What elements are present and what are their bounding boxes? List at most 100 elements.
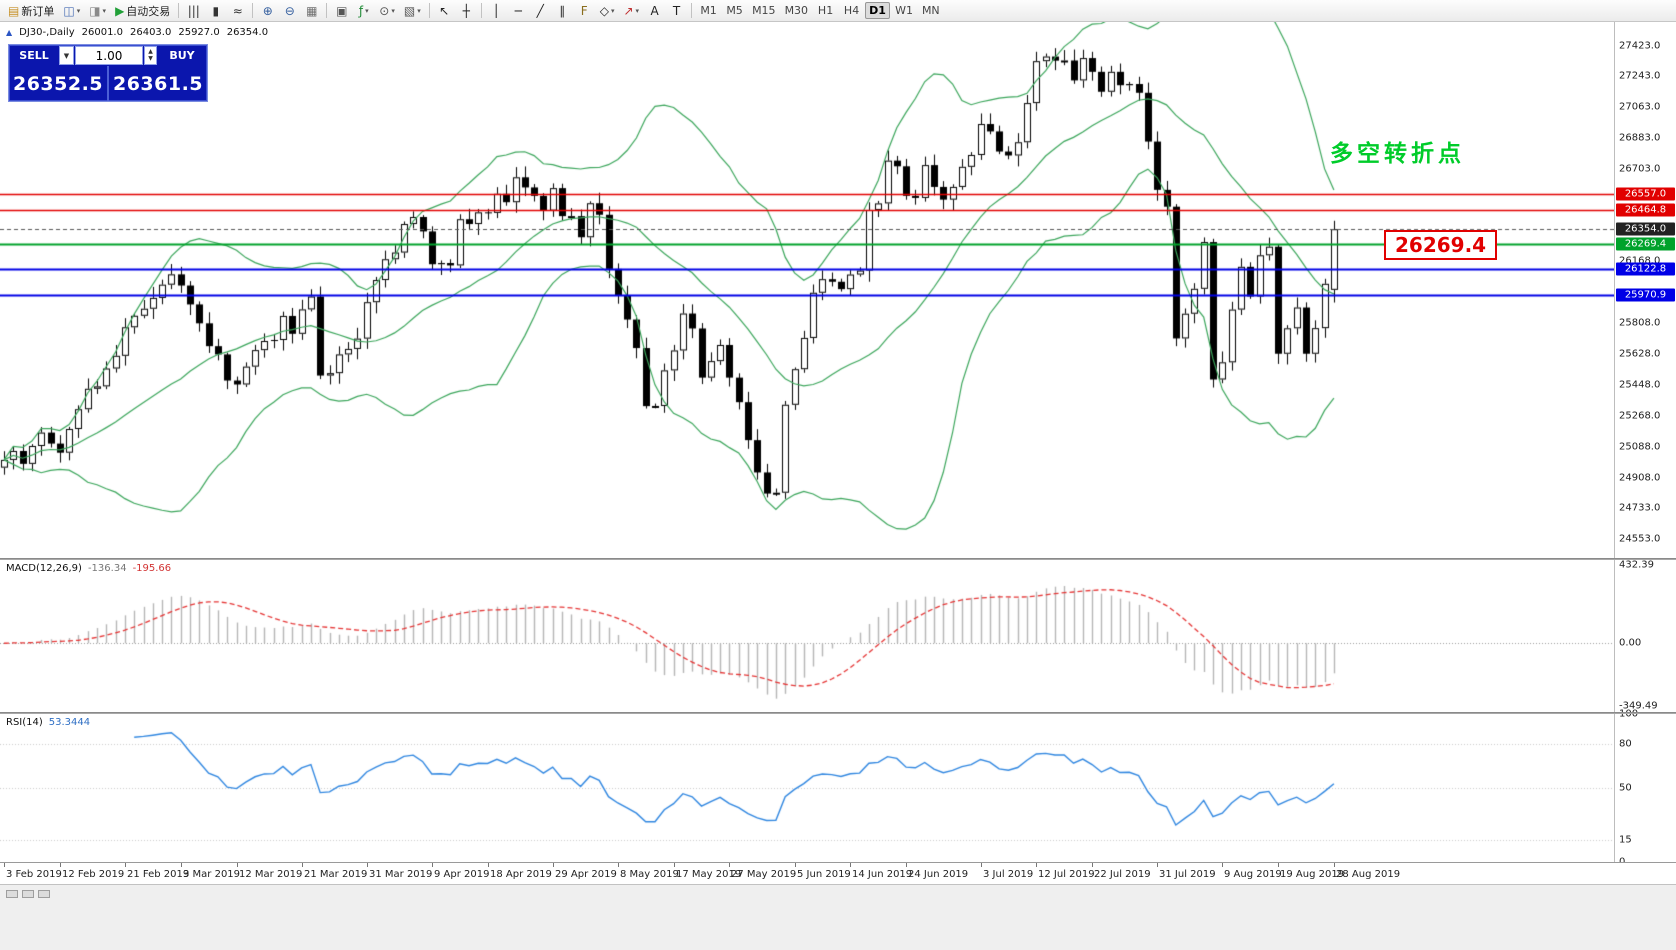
rsi-panel-canvas[interactable] <box>0 714 1614 862</box>
grid-icon: ▦ <box>306 3 318 18</box>
date-label: 14 Jun 2019 <box>852 869 913 880</box>
ohlc-close: 26354.0 <box>226 27 269 38</box>
timeframe-w1-button[interactable]: W1 <box>895 4 913 17</box>
line-chart-button[interactable]: ≈ <box>227 1 248 20</box>
timeframe-m30-button[interactable]: M30 <box>784 4 809 17</box>
timeframe-m15-button[interactable]: M15 <box>752 4 776 17</box>
price-axis-tick: 26883.0 <box>1619 132 1661 144</box>
time-axis-tick <box>553 863 554 867</box>
crosshair-icon: ┼ <box>462 3 470 18</box>
time-axis-tick <box>674 863 675 867</box>
arrows-icon: ↗ <box>623 3 634 18</box>
shapes-button[interactable]: ◇ ▾ <box>596 1 619 20</box>
time-axis-tick <box>4 863 5 867</box>
trendline-button[interactable]: ╱ <box>530 1 551 20</box>
time-axis-tick <box>125 863 126 867</box>
time-axis-tick <box>60 863 61 867</box>
price-annotation-box[interactable]: 26269.4 <box>1384 230 1498 260</box>
profiles-button[interactable]: ◨ ▾ <box>85 1 110 20</box>
zoom-out-button[interactable]: ⊖ <box>279 1 300 20</box>
timeframe-h4-button[interactable]: H4 <box>843 4 860 17</box>
fibonacci-icon: F <box>580 3 588 18</box>
sell-button[interactable]: SELL <box>19 49 49 62</box>
sell-price-button[interactable]: 26352.5 <box>12 72 104 95</box>
date-label: 17 May 2019 <box>676 869 742 880</box>
timeframe-mn-button[interactable]: MN <box>921 4 940 17</box>
zoom-out-icon: ⊖ <box>284 3 295 18</box>
rsi-axis-tick: 15 <box>1619 834 1632 846</box>
horizontal-line-icon: ─ <box>514 3 522 18</box>
date-label: 31 Mar 2019 <box>369 869 433 880</box>
crosshair-button[interactable]: ┼ <box>456 1 477 20</box>
templates-button[interactable]: ▧ ▾ <box>400 1 425 20</box>
shapes-button-dropdown-icon: ▾ <box>610 6 615 15</box>
zoom-in-icon: ⊕ <box>262 3 273 18</box>
time-axis-tick <box>1334 863 1335 867</box>
profiles-button-dropdown-icon: ▾ <box>102 6 107 15</box>
zoom-in-button[interactable]: ⊕ <box>257 1 278 20</box>
buy-price-button[interactable]: 26361.5 <box>112 72 204 95</box>
periods-button[interactable]: ⊙ ▾ <box>375 1 399 20</box>
cursor-button[interactable]: ↖ <box>434 1 455 20</box>
time-axis-tick <box>850 863 851 867</box>
timeframe-m5-button[interactable]: M5 <box>726 4 743 17</box>
macd-panel-separator[interactable] <box>0 558 1676 560</box>
candlestick-chart-icon: ▮ <box>212 3 220 18</box>
label-button[interactable]: T <box>666 1 687 20</box>
bar-chart-button[interactable]: ||| <box>183 1 204 20</box>
timeframe-d1-button[interactable]: D1 <box>865 2 891 19</box>
price-axis-tick: 25268.0 <box>1619 410 1661 422</box>
timeframe-m1-button[interactable]: M1 <box>700 4 717 17</box>
templates-button-dropdown-icon: ▾ <box>417 6 421 15</box>
indicators-button[interactable]: ƒ ▾ <box>353 1 374 20</box>
chart-symbol-icon: ▲ <box>6 28 13 37</box>
arrows-button[interactable]: ↗ ▾ <box>619 1 643 20</box>
price-axis[interactable]: 27423.0 27243.0 27063.0 26883.0 26703.0 26168… <box>1614 22 1676 868</box>
main-toolbar: ▤ 新订单 ◫ ▾ ◨ ▾ ▶ 自动交易 ||| ▮ ≈ ⊕ ⊖ ▦ ▣ ƒ ▾ ⊙ ▾ ▧ ▾ ↖ ┼ │ ─ ╱ ∥ F ◇ ▾ ↗ ▾ A… <box>0 0 1676 22</box>
horizontal-line-button[interactable]: ─ <box>508 1 529 20</box>
price-axis-tick: 24553.0 <box>1619 533 1661 545</box>
channel-button[interactable]: ∥ <box>552 1 573 20</box>
timeframe-h1-button[interactable]: H1 <box>817 4 834 17</box>
time-axis[interactable]: 3 Feb 2019 12 Feb 2019 21 Feb 2019 3 Mar 20… <box>0 862 1676 884</box>
order-type-dropdown[interactable]: ▼ <box>59 46 74 65</box>
periods-button-dropdown-icon: ▾ <box>391 6 395 15</box>
grid-button[interactable]: ▦ <box>301 1 322 20</box>
macd-panel-canvas[interactable] <box>0 560 1614 712</box>
label-icon: T <box>672 3 681 18</box>
bottom-tab[interactable] <box>38 890 50 898</box>
tile-windows-icon: ▣ <box>336 3 348 18</box>
volume-stepper[interactable]: ▲ ▼ <box>144 46 157 65</box>
rsi-panel-separator[interactable] <box>0 712 1676 714</box>
date-label: 8 May 2019 <box>620 869 679 880</box>
date-label: 12 Feb 2019 <box>62 869 125 880</box>
bottom-strip <box>0 884 1676 950</box>
toolbar-separator <box>428 3 430 18</box>
candlestick-chart-button[interactable]: ▮ <box>205 1 226 20</box>
vertical-line-button[interactable]: │ <box>486 1 507 20</box>
tile-windows-button[interactable]: ▣ <box>331 1 352 20</box>
date-label: 9 Apr 2019 <box>434 869 490 880</box>
volume-input[interactable]: 1.00 <box>75 46 143 65</box>
bottom-tab[interactable] <box>6 890 18 898</box>
time-axis-tick <box>181 863 182 867</box>
text-button[interactable]: A <box>644 1 665 20</box>
new-chart-button[interactable]: ◫ ▾ <box>59 1 84 20</box>
rsi-indicator-label: RSI(14) 53.3444 <box>6 717 90 728</box>
main-chart-canvas[interactable] <box>0 22 1614 558</box>
bottom-tab[interactable] <box>22 890 34 898</box>
price-axis-tick: 27243.0 <box>1619 70 1661 82</box>
macd-axis-tick: 432.39 <box>1619 559 1654 571</box>
price-divider <box>107 66 109 101</box>
rsi-axis-tick: 100 <box>1619 708 1639 720</box>
arrows-button-dropdown-icon: ▾ <box>635 6 640 15</box>
macd-signal-value: -195.66 <box>132 563 172 574</box>
fibonacci-button[interactable]: F <box>574 1 595 20</box>
time-axis-tick <box>1036 863 1037 867</box>
toolbar-separator <box>480 3 482 18</box>
price-axis-tick: 25088.0 <box>1619 441 1661 453</box>
turning-point-annotation[interactable]: 多空转折点 <box>1330 141 1465 167</box>
new-order-button[interactable]: ▤ 新订单 <box>4 1 58 20</box>
autotrading-button[interactable]: ▶ 自动交易 <box>111 1 174 20</box>
buy-button[interactable]: BUY <box>169 49 195 62</box>
